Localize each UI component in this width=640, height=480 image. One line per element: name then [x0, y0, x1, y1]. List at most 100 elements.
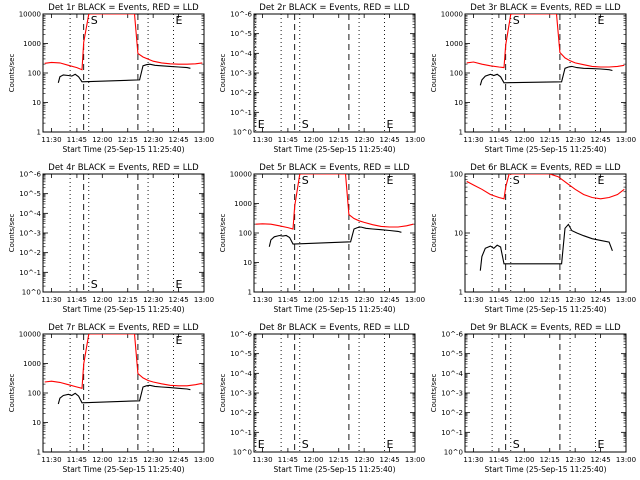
panel-det-2: Det 2r BLACK = Events, RED = LLD Counts/s…	[219, 3, 425, 154]
panel-title: Det 5r BLACK = Events, RED = LLD	[259, 163, 410, 173]
y-tick-label: 10^-3	[441, 390, 463, 398]
x-tick-label: 12:30	[565, 456, 585, 464]
x-tick-label: 12:15	[118, 136, 138, 144]
x-tick-label: 12:15	[118, 296, 138, 304]
y-tick-label: 100	[28, 70, 41, 78]
y-tick-label: 100	[239, 230, 252, 238]
x-tick-label: 11:45	[489, 136, 509, 144]
y-tick-label: 100	[28, 390, 41, 398]
series-events-line	[57, 384, 191, 405]
y-tick-label: 10^-4	[230, 50, 252, 58]
marker-label-E: E	[258, 118, 265, 131]
panel-det-8: Det 8r BLACK = Events, RED = LLD Counts/s…	[219, 323, 425, 474]
y-tick-label: 10	[454, 99, 463, 107]
y-tick-label: 10^-1	[19, 269, 41, 277]
series-lld-line	[44, 334, 203, 389]
x-tick-label: 11:30	[463, 456, 483, 464]
x-tick-label: 13:00	[194, 136, 214, 144]
y-axis-label: Counts/sec	[219, 54, 227, 93]
x-tick-label: 11:45	[489, 456, 509, 464]
x-axis-label: Start Time (25-Sep-15 11:25:40)	[63, 145, 185, 154]
x-tick-label: 12:45	[590, 136, 610, 144]
x-tick-label: 11:45	[489, 296, 509, 304]
y-tick-label: 10^-2	[230, 89, 252, 97]
x-tick-label: 13:00	[405, 456, 425, 464]
y-tick-label: 10^-4	[19, 210, 41, 218]
y-axis-label: Counts/sec	[430, 214, 438, 253]
x-tick-label: 11:45	[278, 296, 298, 304]
marker-label-S: S	[91, 278, 98, 291]
x-tick-label: 13:00	[405, 136, 425, 144]
marker-label-E: E	[175, 278, 182, 291]
x-tick-label: 12:45	[590, 456, 610, 464]
series-lld-line	[466, 174, 625, 200]
x-axis-label: Start Time (25-Sep-15 11:25:40)	[485, 465, 607, 474]
y-tick-label: 10^-6	[441, 331, 463, 339]
x-tick-label: 13:00	[616, 456, 636, 464]
y-tick-label: 10^-2	[19, 249, 41, 257]
x-tick-label: 12:00	[514, 136, 534, 144]
x-tick-label: 11:45	[278, 456, 298, 464]
y-axis-label: Counts/sec	[219, 374, 227, 413]
panel-det-1: Det 1r BLACK = Events, RED = LLD Counts/s…	[8, 3, 214, 154]
marker-label-S: S	[513, 14, 520, 27]
series-lld-line	[255, 174, 414, 230]
plot-frame	[253, 173, 416, 293]
x-tick-label: 12:15	[329, 456, 349, 464]
x-tick-label: 11:30	[252, 456, 272, 464]
marker-label-E: E	[386, 174, 393, 187]
marker-label-E: E	[175, 14, 182, 27]
y-tick-label: 10^-2	[230, 409, 252, 417]
y-tick-label: 1	[37, 129, 41, 137]
y-tick-label: 10000	[441, 11, 463, 19]
plot-frame	[42, 173, 205, 293]
y-tick-label: 10^0	[444, 449, 463, 457]
y-tick-label: 10^-5	[230, 30, 252, 38]
y-tick-label: 10^-1	[230, 429, 252, 437]
x-tick-label: 11:30	[252, 136, 272, 144]
x-tick-label: 11:30	[41, 136, 61, 144]
panel-det-5: Det 5r BLACK = Events, RED = LLD Counts/s…	[219, 163, 425, 314]
x-axis-label: Start Time (25-Sep-15 11:25:40)	[485, 305, 607, 314]
y-tick-label: 1000	[234, 200, 252, 208]
y-tick-label: 10^0	[233, 449, 252, 457]
x-tick-label: 12:45	[168, 456, 188, 464]
x-tick-label: 11:30	[252, 296, 272, 304]
marker-label-E: E	[386, 118, 393, 131]
y-tick-label: 1	[459, 289, 463, 297]
y-axis-label: Counts/sec	[430, 54, 438, 93]
y-tick-label: 10^-5	[19, 190, 41, 198]
y-tick-label: 100	[450, 70, 463, 78]
series-lld-line	[466, 14, 625, 69]
y-tick-label: 10^0	[22, 289, 41, 297]
plot-frame	[42, 333, 205, 453]
panel-title: Det 2r BLACK = Events, RED = LLD	[259, 3, 410, 13]
y-tick-label: 10^-3	[230, 70, 252, 78]
x-tick-label: 13:00	[616, 136, 636, 144]
marker-label-E: E	[175, 334, 182, 347]
plot-frame	[253, 333, 416, 453]
x-tick-label: 12:00	[92, 456, 112, 464]
series-events-line	[57, 63, 191, 83]
panel-title: Det 9r BLACK = Events, RED = LLD	[470, 323, 621, 333]
y-axis-label: Counts/sec	[430, 374, 438, 413]
marker-label-S: S	[302, 174, 309, 187]
panel-det-3: Det 3r BLACK = Events, RED = LLD Counts/s…	[430, 3, 636, 154]
y-tick-label: 10^-6	[19, 171, 41, 179]
y-tick-label: 1	[248, 289, 252, 297]
x-axis-label: Start Time (25-Sep-15 11:25:40)	[63, 305, 185, 314]
y-axis-label: Counts/sec	[8, 54, 16, 93]
panel-det-6: Det 6r BLACK = Events, RED = LLD Counts/s…	[430, 163, 636, 314]
plot-frame	[464, 13, 627, 133]
x-tick-label: 12:00	[514, 296, 534, 304]
y-tick-label: 1	[37, 449, 41, 457]
series-events-line	[479, 65, 613, 86]
x-tick-label: 12:30	[354, 456, 374, 464]
marker-label-E: E	[386, 438, 393, 451]
plot-frame	[464, 173, 627, 293]
y-tick-label: 1000	[23, 360, 41, 368]
x-tick-label: 11:45	[67, 296, 87, 304]
panel-det-9: Det 9r BLACK = Events, RED = LLD Counts/s…	[430, 323, 636, 474]
marker-label-E: E	[258, 438, 265, 451]
